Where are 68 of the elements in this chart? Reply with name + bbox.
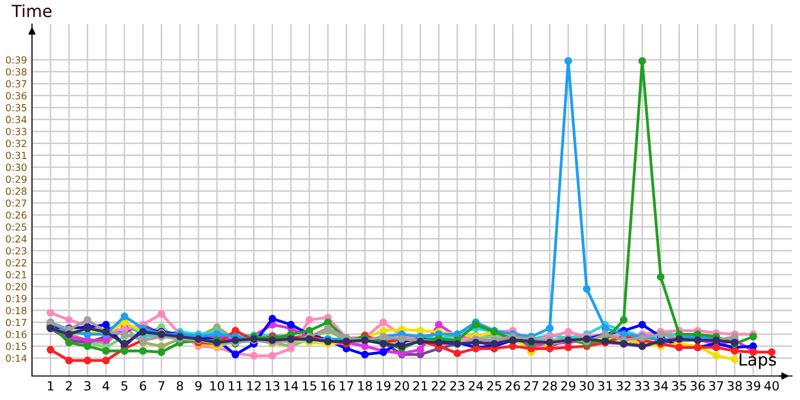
y-tick-label: 0:20 [6, 282, 26, 290]
y-tick-label: 0:37 [6, 80, 26, 88]
x-tick-label: 26 [506, 381, 520, 391]
x-tick-label: 23 [450, 381, 464, 391]
x-tick-label: 10 [210, 381, 224, 391]
y-tick-label: 0:17 [6, 318, 26, 326]
x-tick-label: 37 [709, 381, 724, 391]
x-tick-label: 33 [635, 381, 650, 391]
x-tick-label: 25 [487, 381, 502, 391]
x-tick-label: 21 [413, 381, 428, 390]
y-tick-label: 0:18 [6, 306, 26, 314]
x-tick-label: 13 [266, 381, 280, 391]
x-tick-label: 1 [48, 381, 54, 390]
y-tick-label: 0:39 [6, 56, 26, 64]
y-axis-title: Time [12, 4, 52, 18]
x-tick-label: 32 [616, 381, 630, 391]
y-tick-label: 0:15 [6, 342, 26, 350]
x-tick-label: 22 [432, 381, 446, 390]
x-tick-label: 28 [542, 381, 557, 391]
x-tick-label: 11 [228, 381, 242, 390]
x-tick-label: 29 [561, 381, 576, 391]
y-tick-label: 0:25 [6, 223, 26, 231]
x-tick-label: 24 [468, 381, 484, 390]
x-tick-label: 40 [764, 381, 779, 391]
x-tick-label: 5 [121, 381, 128, 391]
y-tick-label: 0:38 [6, 68, 26, 76]
x-tick-label: 7 [158, 381, 164, 390]
y-tick-label: 0:32 [6, 140, 26, 148]
x-tick-label: 3 [84, 381, 90, 391]
x-tick-label: 4 [102, 381, 110, 390]
y-tick-label: 0:19 [6, 294, 26, 302]
x-tick-label: 18 [358, 381, 372, 391]
y-tick-label: 0:30 [6, 164, 26, 172]
y-tick-label: 0:33 [6, 128, 26, 136]
x-tick-label: 6 [140, 381, 146, 391]
x-tick-label: 17 [340, 381, 354, 390]
x-tick-label: 19 [376, 381, 390, 391]
y-tick-label: 0:14 [6, 354, 27, 362]
y-tick-label: 0:24 [6, 235, 27, 243]
x-axis-title: Laps [740, 353, 776, 369]
y-tick-label: 0:21 [6, 271, 26, 278]
y-tick-label: 0:27 [6, 199, 26, 207]
x-tick-label: 31 [598, 381, 612, 391]
x-tick-label: 20 [394, 381, 409, 391]
x-tick-label: 39 [746, 381, 760, 391]
x-tick-label: 30 [580, 381, 594, 391]
x-tick-label: 35 [672, 381, 686, 391]
y-tick-label: 0:34 [6, 116, 27, 124]
x-tick-label: 8 [176, 381, 184, 391]
y-tick-label: 0:26 [6, 211, 27, 219]
x-tick-label: 14 [284, 381, 298, 390]
x-tick-label: 27 [524, 381, 538, 390]
y-tick-label: 0:36 [6, 92, 27, 100]
y-tick-label: 0:28 [6, 188, 26, 195]
y-tick-label: 0:29 [6, 176, 26, 183]
x-tick-label: 34 [654, 381, 668, 391]
y-tick-label: 0:23 [6, 247, 26, 255]
y-tick-label: 0:35 [6, 104, 26, 112]
x-tick-label: 2 [66, 381, 72, 390]
y-tick-label: 0:16 [6, 330, 27, 338]
y-tick-label: 0:31 [6, 152, 26, 160]
y-tick-label: 0:22 [6, 259, 26, 266]
x-tick-label: 15 [302, 381, 316, 391]
x-tick-label: 36 [690, 381, 705, 391]
x-tick-label: 38 [728, 381, 742, 391]
x-tick-label: 9 [195, 381, 202, 391]
x-tick-label: 12 [247, 381, 261, 390]
x-tick-label: 16 [321, 381, 336, 391]
